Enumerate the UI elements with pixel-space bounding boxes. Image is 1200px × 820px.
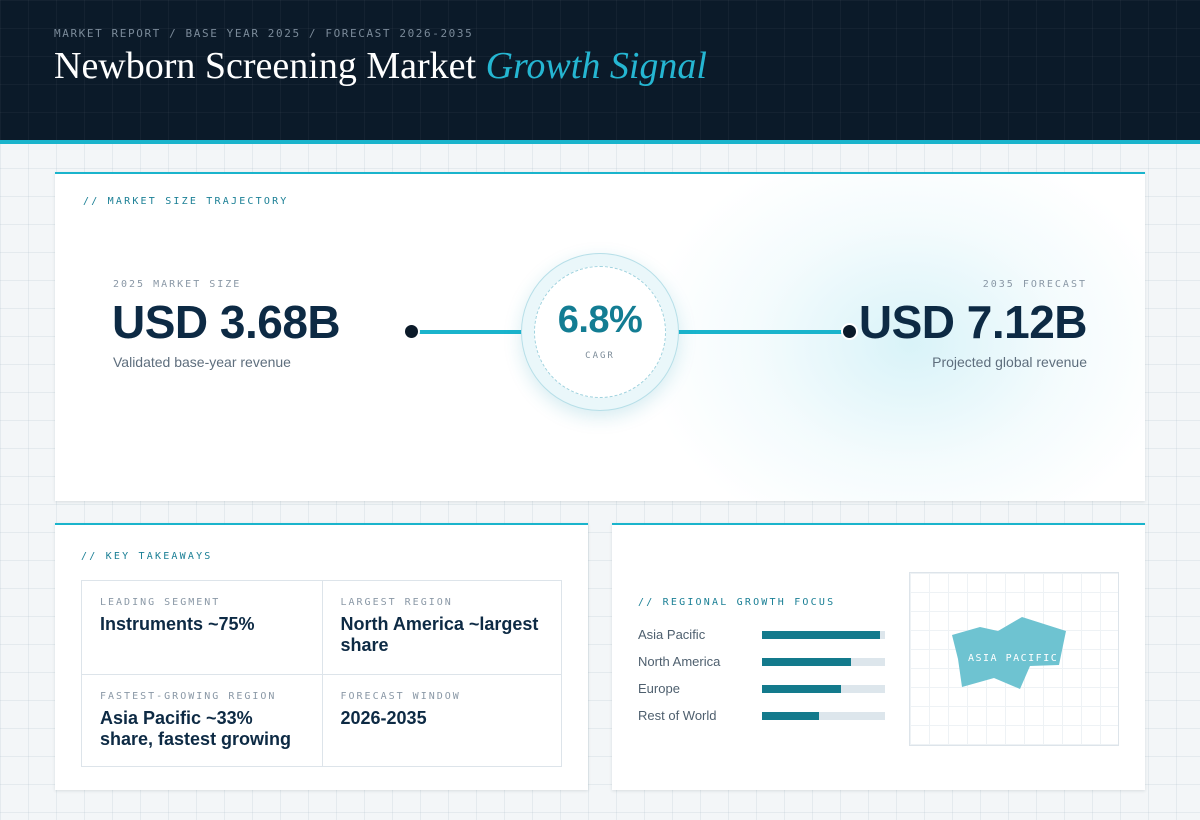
cagr-label: CAGR	[585, 351, 615, 361]
trajectory-section-label: // MARKET SIZE TRAJECTORY	[83, 196, 289, 207]
end-point-marker	[841, 323, 858, 340]
cagr-badge: 6.8% CAGR	[521, 253, 679, 411]
takeaway-key: LEADING SEGMENT	[100, 597, 221, 608]
title-accent: Growth Signal	[485, 45, 707, 87]
takeaways-section-label: // KEY TAKEAWAYS	[81, 551, 213, 562]
background-glow	[640, 174, 1145, 501]
asia-pacific-map-shape	[952, 617, 1066, 689]
region-bar-row: Asia Pacific	[638, 626, 886, 653]
takeaway-key: LARGEST REGION	[340, 597, 453, 608]
region-bar-fill	[762, 712, 819, 720]
report-eyebrow: MARKET REPORT / BASE YEAR 2025 / FORECAS…	[54, 27, 474, 40]
regional-bar-list: Asia Pacific North America Europe Rest o…	[638, 626, 886, 734]
region-bar-fill	[762, 631, 881, 639]
region-map: ASIA PACIFIC	[909, 572, 1119, 746]
start-size-value: USD 3.68B	[112, 296, 341, 348]
region-bar-track	[762, 685, 885, 693]
region-name: Europe	[638, 681, 680, 696]
cagr-value: 6.8%	[557, 299, 643, 341]
trajectory-line-right	[665, 330, 843, 334]
key-takeaways-card: // KEY TAKEAWAYS LEADING SEGMENT Instrum…	[55, 523, 588, 790]
region-bar-row: Rest of World	[638, 707, 886, 734]
takeaway-key: FORECAST WINDOW	[340, 690, 461, 702]
takeaway-value: Instruments ~75%	[100, 614, 255, 634]
map-region-label: ASIA PACIFIC	[968, 653, 1059, 664]
takeaway-value: North America ~largest share	[340, 614, 539, 655]
takeaway-value: Asia Pacific ~33% share, fastest growing	[100, 707, 292, 749]
takeaway-largest-region: LARGEST REGION North America ~largest sh…	[321, 581, 562, 674]
takeaway-key: FASTEST-GROWING REGION	[100, 690, 277, 702]
region-bar-fill	[762, 685, 841, 693]
region-bar-track	[762, 658, 885, 666]
region-bar-track	[762, 631, 885, 639]
page-title: Newborn Screening Market Growth Signal	[54, 44, 707, 88]
market-size-trajectory-card: // MARKET SIZE TRAJECTORY 2025 MARKET SI…	[55, 172, 1145, 501]
start-size-label: 2025 MARKET SIZE	[113, 279, 242, 290]
region-bar-fill	[762, 658, 851, 666]
region-name: North America	[638, 654, 721, 669]
regional-section-label: // REGIONAL GROWTH FOCUS	[638, 597, 836, 608]
takeaway-fastest-growing-region: FASTEST-GROWING REGION Asia Pacific ~33%…	[82, 673, 322, 767]
takeaway-value: 2026-2035	[340, 707, 427, 728]
region-name: Rest of World	[638, 708, 717, 723]
region-bar-row: North America	[638, 653, 886, 680]
regional-growth-card: // REGIONAL GROWTH FOCUS Asia Pacific No…	[612, 523, 1145, 790]
cagr-inner-ring: 6.8% CAGR	[534, 266, 666, 398]
takeaway-leading-segment: LEADING SEGMENT Instruments ~75%	[82, 581, 322, 674]
start-size-caption: Validated base-year revenue	[113, 354, 291, 370]
region-name: Asia Pacific	[638, 627, 706, 642]
start-point-marker	[403, 323, 420, 340]
report-header: MARKET REPORT / BASE YEAR 2025 / FORECAS…	[0, 0, 1200, 144]
trajectory-line-left	[417, 330, 527, 334]
title-main: Newborn Screening Market	[54, 45, 477, 87]
end-size-label: 2035 FORECAST	[982, 279, 1087, 290]
end-size-value: USD 7.12B	[858, 296, 1088, 348]
region-bar-track	[762, 712, 885, 720]
region-bar-row: Europe	[638, 680, 886, 707]
takeaway-forecast-window: FORECAST WINDOW 2026-2035	[321, 673, 561, 766]
takeaways-grid: LEADING SEGMENT Instruments ~75% LARGEST…	[81, 580, 562, 767]
end-size-caption: Projected global revenue	[932, 354, 1087, 370]
